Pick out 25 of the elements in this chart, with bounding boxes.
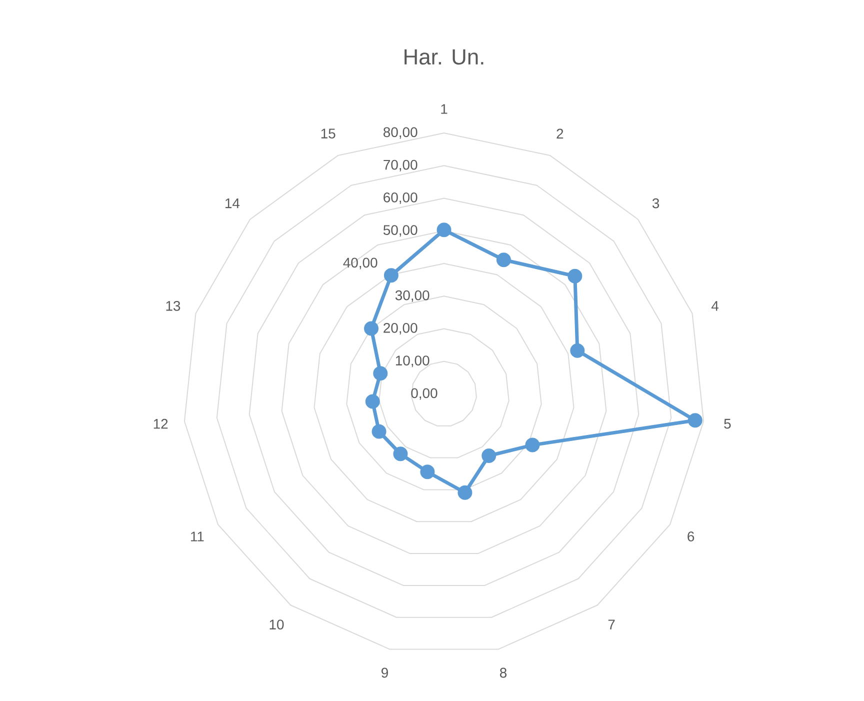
spoke-label: 9: [382, 668, 388, 678]
y-tick-label: 50,00: [383, 225, 418, 237]
spoke-label: 1: [441, 104, 448, 114]
y-tick-label: 10,00: [396, 356, 430, 368]
spoke-label: 12: [154, 418, 168, 429]
spoke-label: 13: [166, 300, 180, 311]
spoke-label: 5: [724, 418, 731, 429]
y-tick-label: 20,00: [384, 322, 418, 334]
spoke-label: 7: [608, 620, 615, 630]
spoke-label: 14: [226, 198, 240, 208]
spoke-label: 11: [191, 532, 204, 542]
y-tick-label: 70,00: [384, 160, 418, 172]
y-tick-label: 80,00: [384, 127, 418, 139]
chart-title: Har. Un.: [404, 49, 484, 65]
y-tick-label: 0,00: [411, 388, 438, 400]
spoke-label: 3: [652, 198, 660, 208]
spoke-label: 2: [556, 128, 564, 138]
y-tick-label: 40,00: [343, 258, 378, 270]
y-tick-label: 30,00: [395, 290, 430, 302]
spoke-label: 4: [711, 301, 719, 311]
spoke-label: 8: [500, 668, 507, 678]
spoke-label: 10: [270, 620, 284, 630]
spoke-label: 15: [321, 128, 336, 138]
y-tick-label: 60,00: [384, 192, 418, 204]
spoke-label: 6: [688, 532, 694, 542]
